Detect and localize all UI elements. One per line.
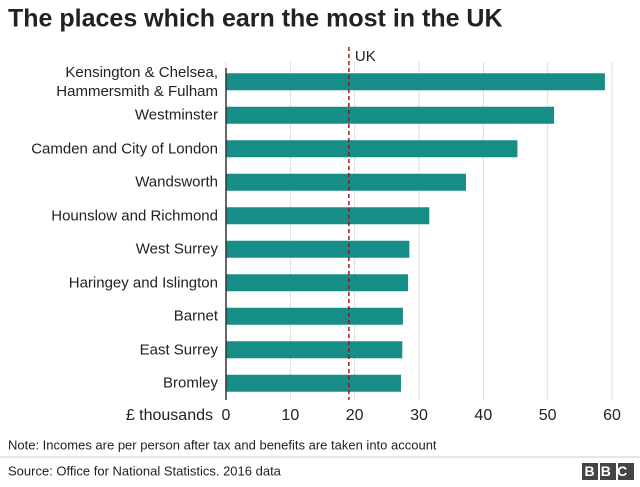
y-tick-label: Kensington & Chelsea, Hammersmith & Fulh… bbox=[56, 63, 218, 100]
y-tick-label: East Surrey bbox=[139, 341, 218, 359]
bar bbox=[226, 140, 518, 158]
x-tick-label: 20 bbox=[346, 407, 364, 424]
y-tick-label: Haringey and Islington bbox=[68, 274, 218, 292]
x-tick-label: 30 bbox=[410, 407, 428, 424]
y-tick-label: Bromley bbox=[162, 374, 218, 392]
y-tick-label: Wandsworth bbox=[135, 173, 218, 191]
y-tick-label: Barnet bbox=[173, 307, 218, 325]
bar bbox=[226, 207, 430, 225]
bar bbox=[226, 240, 410, 258]
y-tick-label: West Surrey bbox=[135, 240, 218, 258]
x-tick-label: 50 bbox=[539, 407, 557, 424]
y-tick-label: Westminster bbox=[134, 106, 218, 124]
bar bbox=[226, 341, 403, 359]
reference-label: UK bbox=[355, 48, 376, 65]
x-tick-label: 0 bbox=[222, 407, 231, 424]
bar bbox=[226, 73, 605, 91]
bar bbox=[226, 274, 409, 292]
logo-text: BBC bbox=[585, 463, 634, 479]
x-tick-label: 10 bbox=[281, 407, 299, 424]
x-tick-label: 40 bbox=[474, 407, 492, 424]
x-tick-label: 60 bbox=[603, 407, 621, 424]
chart-title: The places which earn the most in the UK bbox=[8, 5, 503, 33]
logo: BBC bbox=[582, 463, 634, 480]
y-tick-label: Camden and City of London bbox=[31, 140, 218, 158]
bar bbox=[226, 173, 466, 191]
source: Source: Office for National Statistics. … bbox=[8, 463, 282, 478]
bar bbox=[226, 374, 401, 392]
bar bbox=[226, 307, 403, 325]
note: Note: Incomes are per person after tax a… bbox=[8, 437, 437, 452]
y-tick-label: Hounslow and Richmond bbox=[51, 207, 218, 225]
bar bbox=[226, 106, 555, 124]
x-axis-label: £ thousands bbox=[126, 407, 213, 424]
